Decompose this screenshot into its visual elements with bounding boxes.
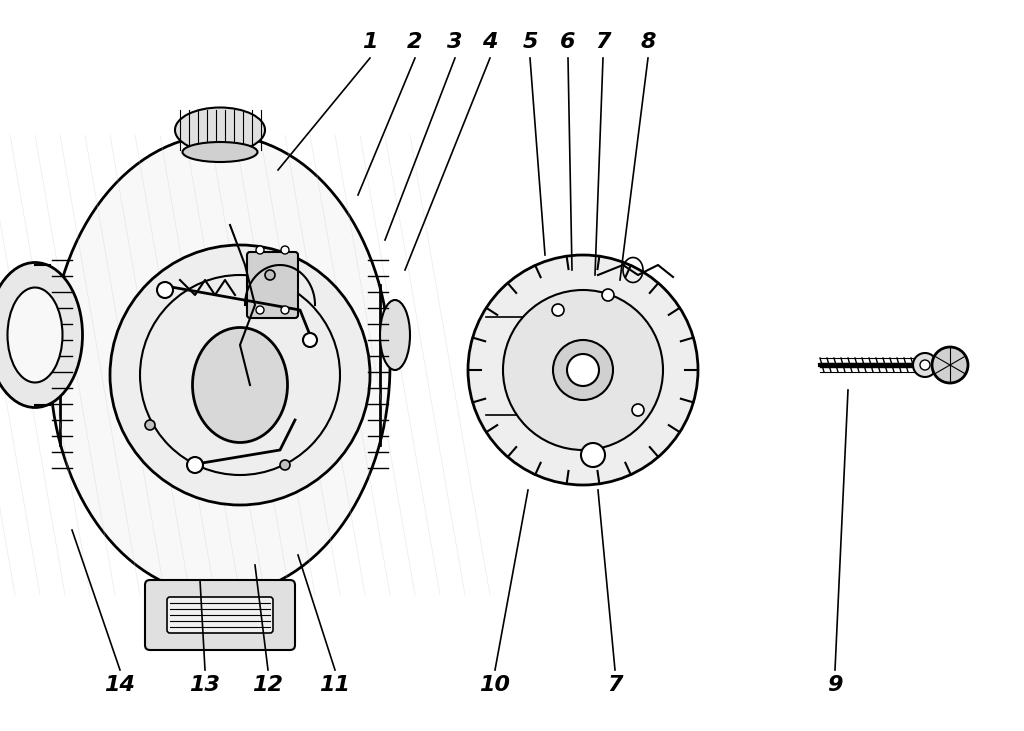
Ellipse shape [0,262,83,407]
Ellipse shape [7,287,62,382]
Circle shape [187,457,203,473]
Circle shape [265,270,275,280]
Text: 4: 4 [482,32,498,52]
Circle shape [553,340,613,400]
FancyBboxPatch shape [145,580,295,650]
Circle shape [303,333,317,347]
Text: 7: 7 [607,675,623,695]
Text: 6: 6 [560,32,575,52]
Circle shape [280,460,290,470]
Text: 7: 7 [595,32,610,52]
Text: 9: 9 [827,675,843,695]
Ellipse shape [175,107,265,153]
Circle shape [145,420,155,430]
Circle shape [281,246,289,254]
Text: 11: 11 [319,675,350,695]
Circle shape [932,347,968,383]
Circle shape [503,290,663,450]
Circle shape [256,246,264,254]
FancyBboxPatch shape [247,252,298,318]
Text: 3: 3 [447,32,463,52]
Text: 14: 14 [104,675,135,695]
Text: 2: 2 [408,32,423,52]
Circle shape [920,360,930,370]
Ellipse shape [483,310,543,420]
FancyBboxPatch shape [167,597,273,633]
Circle shape [256,306,264,314]
Circle shape [552,304,564,316]
Text: 1: 1 [362,32,378,52]
Circle shape [281,306,289,314]
Circle shape [110,245,370,505]
Text: 13: 13 [189,675,220,695]
Circle shape [913,353,937,377]
Text: 8: 8 [640,32,655,52]
Text: 10: 10 [479,675,511,695]
Circle shape [632,404,644,416]
Circle shape [581,443,605,467]
Text: 12: 12 [253,675,284,695]
Ellipse shape [182,142,257,162]
Circle shape [157,282,173,298]
Text: 5: 5 [522,32,538,52]
Ellipse shape [380,300,410,370]
Circle shape [567,354,599,386]
Circle shape [468,255,698,485]
Ellipse shape [193,327,288,442]
Circle shape [602,289,614,301]
Ellipse shape [50,135,390,595]
